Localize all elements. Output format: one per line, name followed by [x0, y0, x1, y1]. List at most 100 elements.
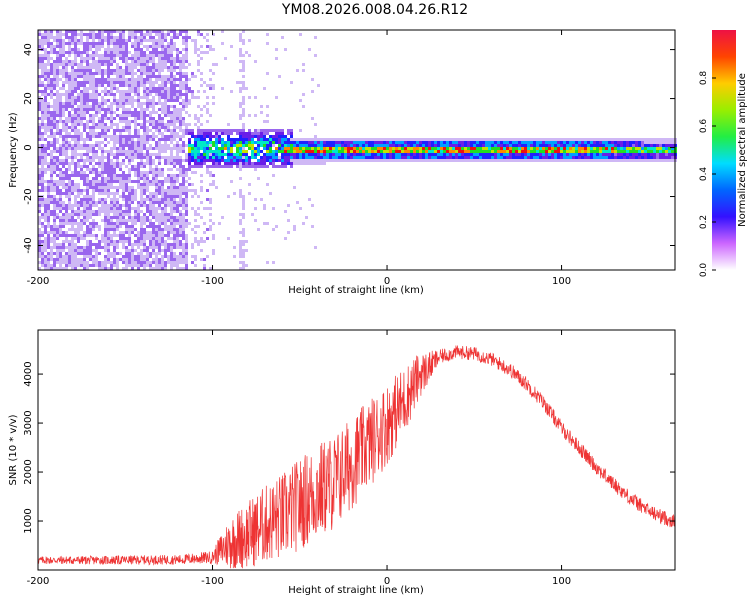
spectrogram-cell — [128, 177, 131, 180]
spectrogram-cell — [161, 240, 164, 243]
spectrogram-cell — [413, 144, 416, 147]
spectrogram-cell — [179, 192, 182, 195]
spectrogram-cell — [71, 234, 74, 237]
spectrogram-cell — [143, 255, 146, 258]
spectrogram-cell — [446, 147, 449, 150]
spectrogram-cell — [284, 153, 287, 156]
spectrogram-cell — [185, 267, 188, 270]
spectrogram-cell — [620, 144, 623, 147]
spectrogram-cell — [116, 222, 119, 225]
spectrogram-cell — [89, 126, 92, 129]
spectrogram-cell — [44, 99, 47, 102]
spectrogram-cell — [101, 81, 104, 84]
spectrogram-cell — [278, 156, 281, 159]
spectrogram-cell — [140, 144, 143, 147]
spectrogram-cell — [272, 261, 275, 264]
spectrogram-cell — [47, 39, 50, 42]
spectrogram-cell — [638, 156, 641, 159]
spectrogram-cell — [182, 81, 185, 84]
spectrogram-cell — [386, 156, 389, 159]
spectrogram-cell — [440, 147, 443, 150]
spectrogram-cell — [119, 54, 122, 57]
spectrogram-cell — [110, 264, 113, 267]
spectrogram-cell — [479, 138, 482, 141]
spectrogram-cell — [182, 63, 185, 66]
spectrogram-cell — [62, 234, 65, 237]
spectrogram-cell — [386, 150, 389, 153]
spectrogram-cell — [83, 117, 86, 120]
spectrogram-cell — [137, 123, 140, 126]
spectrogram-cell — [71, 108, 74, 111]
spectrogram-cell — [380, 141, 383, 144]
spectrogram-cell — [137, 45, 140, 48]
spectrogram-cell — [176, 231, 179, 234]
spectrogram-cell — [338, 144, 341, 147]
spectrogram-cell — [194, 48, 197, 51]
spectrogram-cell — [203, 105, 206, 108]
spectrogram-cell — [458, 138, 461, 141]
spectrogram-cell — [272, 165, 275, 168]
spectrogram-cell — [566, 150, 569, 153]
spectrogram-cell — [452, 159, 455, 162]
spectrogram-cell — [395, 153, 398, 156]
spectrogram-cell — [131, 45, 134, 48]
spectrogram-cell — [104, 90, 107, 93]
spectrogram-cell — [164, 33, 167, 36]
spectrogram-cell — [122, 180, 125, 183]
spectrogram-cell — [200, 108, 203, 111]
spectrogram-cell — [230, 153, 233, 156]
spectrogram-cell — [59, 225, 62, 228]
spectrogram-cell — [83, 138, 86, 141]
spectrogram-cell — [38, 261, 41, 264]
spectrogram-cell — [125, 174, 128, 177]
spectrogram-cell — [104, 87, 107, 90]
spectrogram-cell — [332, 150, 335, 153]
spectrogram-cell — [50, 195, 53, 198]
spectrogram-cell — [164, 114, 167, 117]
spectrogram-cell — [101, 42, 104, 45]
spectrogram-cell — [62, 120, 65, 123]
spectrogram-cell — [47, 72, 50, 75]
spectrogram-cell — [506, 138, 509, 141]
spectrogram-cell — [110, 84, 113, 87]
spectrogram-cell — [110, 63, 113, 66]
spectrogram-cell — [134, 123, 137, 126]
spectrogram-cell — [134, 144, 137, 147]
spectrogram-cell — [131, 84, 134, 87]
spectrogram-cell — [233, 162, 236, 165]
spectrogram-cell — [68, 99, 71, 102]
spectrogram-cell — [140, 114, 143, 117]
spectrogram-cell — [497, 156, 500, 159]
spectrogram-cell — [131, 153, 134, 156]
spectrogram-cell — [143, 84, 146, 87]
spectrogram-cell — [62, 180, 65, 183]
spectrogram-cell — [299, 141, 302, 144]
spectrogram-cell — [359, 141, 362, 144]
spectrogram-cell — [86, 213, 89, 216]
spectrogram-cell — [200, 72, 203, 75]
spectrogram-cell — [92, 234, 95, 237]
spectrogram-cell — [155, 213, 158, 216]
spectrogram-cell — [134, 42, 137, 45]
spectrogram-cell — [146, 159, 149, 162]
spectrogram-cell — [434, 138, 437, 141]
spectrogram-cell — [401, 150, 404, 153]
spectrogram-cell — [209, 129, 212, 132]
spectrogram-cell — [41, 165, 44, 168]
spectrogram-cell — [41, 36, 44, 39]
spectrogram-cell — [170, 39, 173, 42]
spectrogram-cell — [341, 138, 344, 141]
spectrogram-cell — [164, 204, 167, 207]
spectrogram-cell — [356, 141, 359, 144]
spectrogram-cell — [170, 249, 173, 252]
spectrogram-cell — [299, 99, 302, 102]
spectrogram-cell — [65, 267, 68, 270]
spectrogram-cell — [125, 144, 128, 147]
spectrogram-cell — [173, 207, 176, 210]
spectrogram-cell — [59, 150, 62, 153]
spectrogram-cell — [563, 156, 566, 159]
spectrogram-cell — [161, 174, 164, 177]
spectrogram-cell — [536, 150, 539, 153]
spectrogram-cell — [59, 57, 62, 60]
spectrogram-cell — [47, 135, 50, 138]
